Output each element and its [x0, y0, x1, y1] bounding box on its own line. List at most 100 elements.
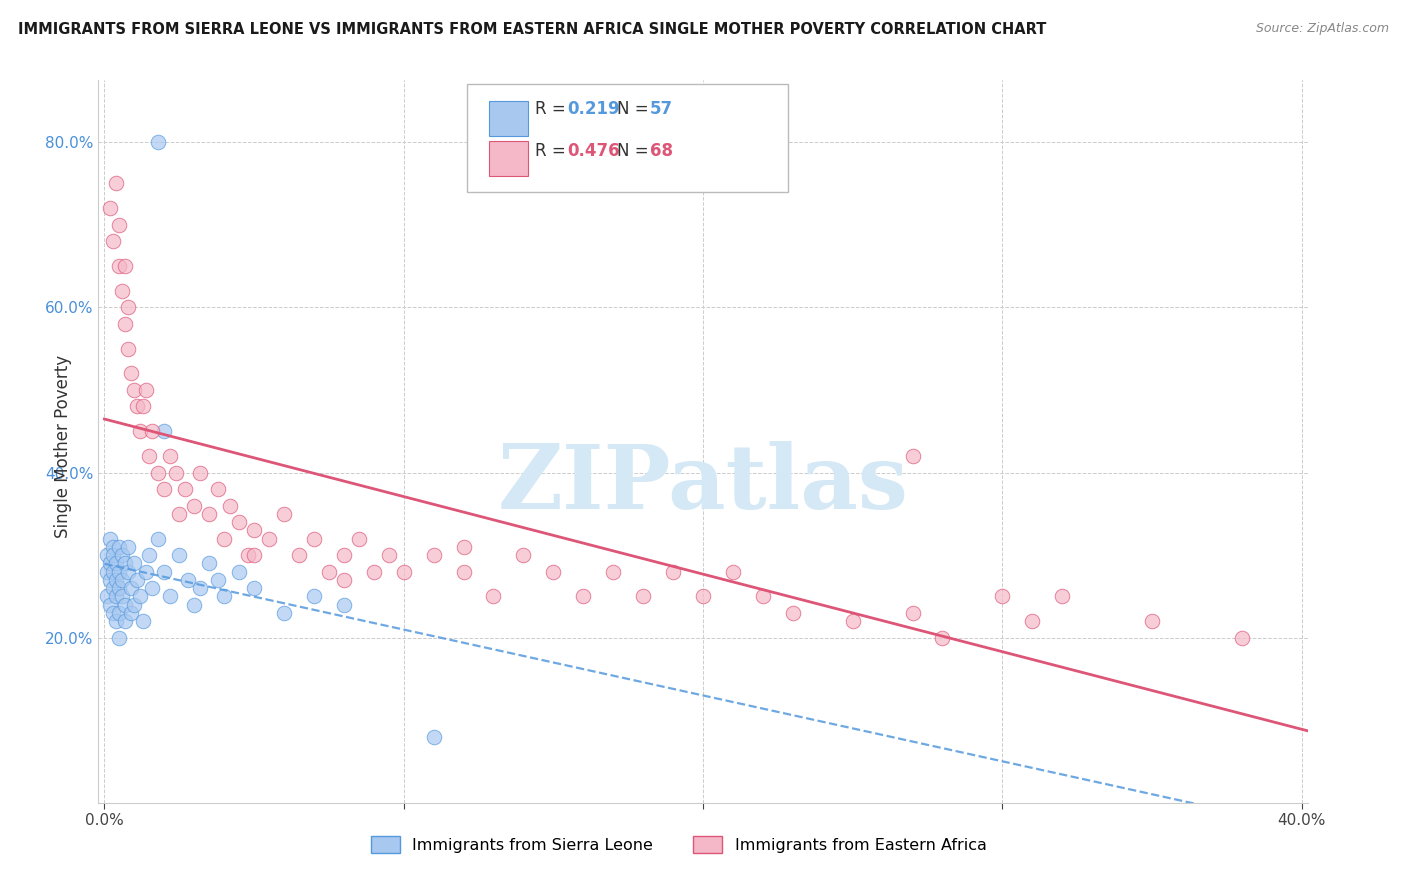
Text: N =: N =	[617, 142, 654, 160]
Point	[288, 548, 311, 562]
Point	[105, 590, 128, 604]
Text: 0.476: 0.476	[568, 142, 620, 160]
Point	[100, 557, 122, 571]
Point	[120, 367, 142, 381]
Point	[543, 565, 565, 579]
Point	[318, 565, 340, 579]
Point	[120, 581, 142, 595]
Point	[422, 548, 444, 562]
Point	[124, 557, 146, 571]
Point	[100, 573, 122, 587]
Point	[273, 507, 295, 521]
Point	[165, 466, 187, 480]
Point	[114, 598, 136, 612]
Point	[117, 540, 139, 554]
Point	[167, 507, 190, 521]
Text: N =: N =	[617, 100, 654, 118]
Point	[100, 201, 122, 215]
Point	[108, 565, 131, 579]
Point	[105, 573, 128, 587]
Point	[141, 424, 163, 438]
Point	[103, 581, 125, 595]
Point	[103, 606, 125, 620]
Point	[602, 565, 624, 579]
Point	[129, 424, 152, 438]
Text: ZIPatlas: ZIPatlas	[498, 442, 908, 528]
Point	[117, 342, 139, 356]
Point	[692, 590, 714, 604]
FancyBboxPatch shape	[489, 101, 527, 136]
Point	[482, 590, 505, 604]
Point	[108, 581, 131, 595]
Text: R =: R =	[534, 100, 571, 118]
Point	[228, 565, 250, 579]
Point	[108, 631, 131, 645]
Point	[198, 557, 221, 571]
Point	[453, 565, 475, 579]
Point	[141, 581, 163, 595]
Point	[124, 383, 146, 397]
Point	[120, 606, 142, 620]
Point	[188, 466, 211, 480]
Point	[236, 548, 259, 562]
FancyBboxPatch shape	[489, 141, 527, 176]
Point	[207, 482, 229, 496]
Point	[103, 548, 125, 562]
Point	[96, 565, 118, 579]
Point	[108, 606, 131, 620]
Point	[108, 540, 131, 554]
Point	[153, 565, 176, 579]
Point	[1021, 614, 1043, 628]
Point	[105, 177, 128, 191]
Point	[721, 565, 744, 579]
Point	[212, 532, 235, 546]
Point	[631, 590, 654, 604]
Point	[167, 548, 190, 562]
Legend: Immigrants from Sierra Leone, Immigrants from Eastern Africa: Immigrants from Sierra Leone, Immigrants…	[364, 830, 993, 860]
Point	[117, 301, 139, 315]
Point	[108, 259, 131, 273]
Text: 68: 68	[650, 142, 673, 160]
Point	[302, 532, 325, 546]
Point	[333, 598, 356, 612]
Point	[127, 573, 149, 587]
Point	[135, 383, 157, 397]
Point	[931, 631, 953, 645]
Point	[752, 590, 775, 604]
Point	[138, 548, 160, 562]
Point	[96, 590, 118, 604]
Point	[114, 557, 136, 571]
Point	[114, 259, 136, 273]
Point	[257, 532, 280, 546]
Point	[177, 573, 200, 587]
Point	[148, 532, 170, 546]
Point	[333, 573, 356, 587]
Text: R =: R =	[534, 142, 571, 160]
Point	[422, 730, 444, 744]
Point	[901, 449, 924, 463]
Point	[148, 466, 170, 480]
Point	[132, 614, 155, 628]
Point	[377, 548, 399, 562]
Point	[135, 565, 157, 579]
Point	[273, 606, 295, 620]
Text: IMMIGRANTS FROM SIERRA LEONE VS IMMIGRANTS FROM EASTERN AFRICA SINGLE MOTHER POV: IMMIGRANTS FROM SIERRA LEONE VS IMMIGRAN…	[18, 22, 1046, 37]
Point	[132, 400, 155, 414]
Point	[207, 573, 229, 587]
Point	[111, 284, 134, 298]
Point	[1140, 614, 1163, 628]
Point	[148, 135, 170, 149]
Point	[129, 590, 152, 604]
Point	[453, 540, 475, 554]
Point	[108, 218, 131, 232]
Point	[117, 565, 139, 579]
Point	[153, 424, 176, 438]
Point	[114, 317, 136, 331]
Point	[662, 565, 685, 579]
Point	[572, 590, 595, 604]
Point	[183, 499, 205, 513]
Point	[153, 482, 176, 496]
Point	[302, 590, 325, 604]
Point	[782, 606, 804, 620]
Text: Source: ZipAtlas.com: Source: ZipAtlas.com	[1256, 22, 1389, 36]
